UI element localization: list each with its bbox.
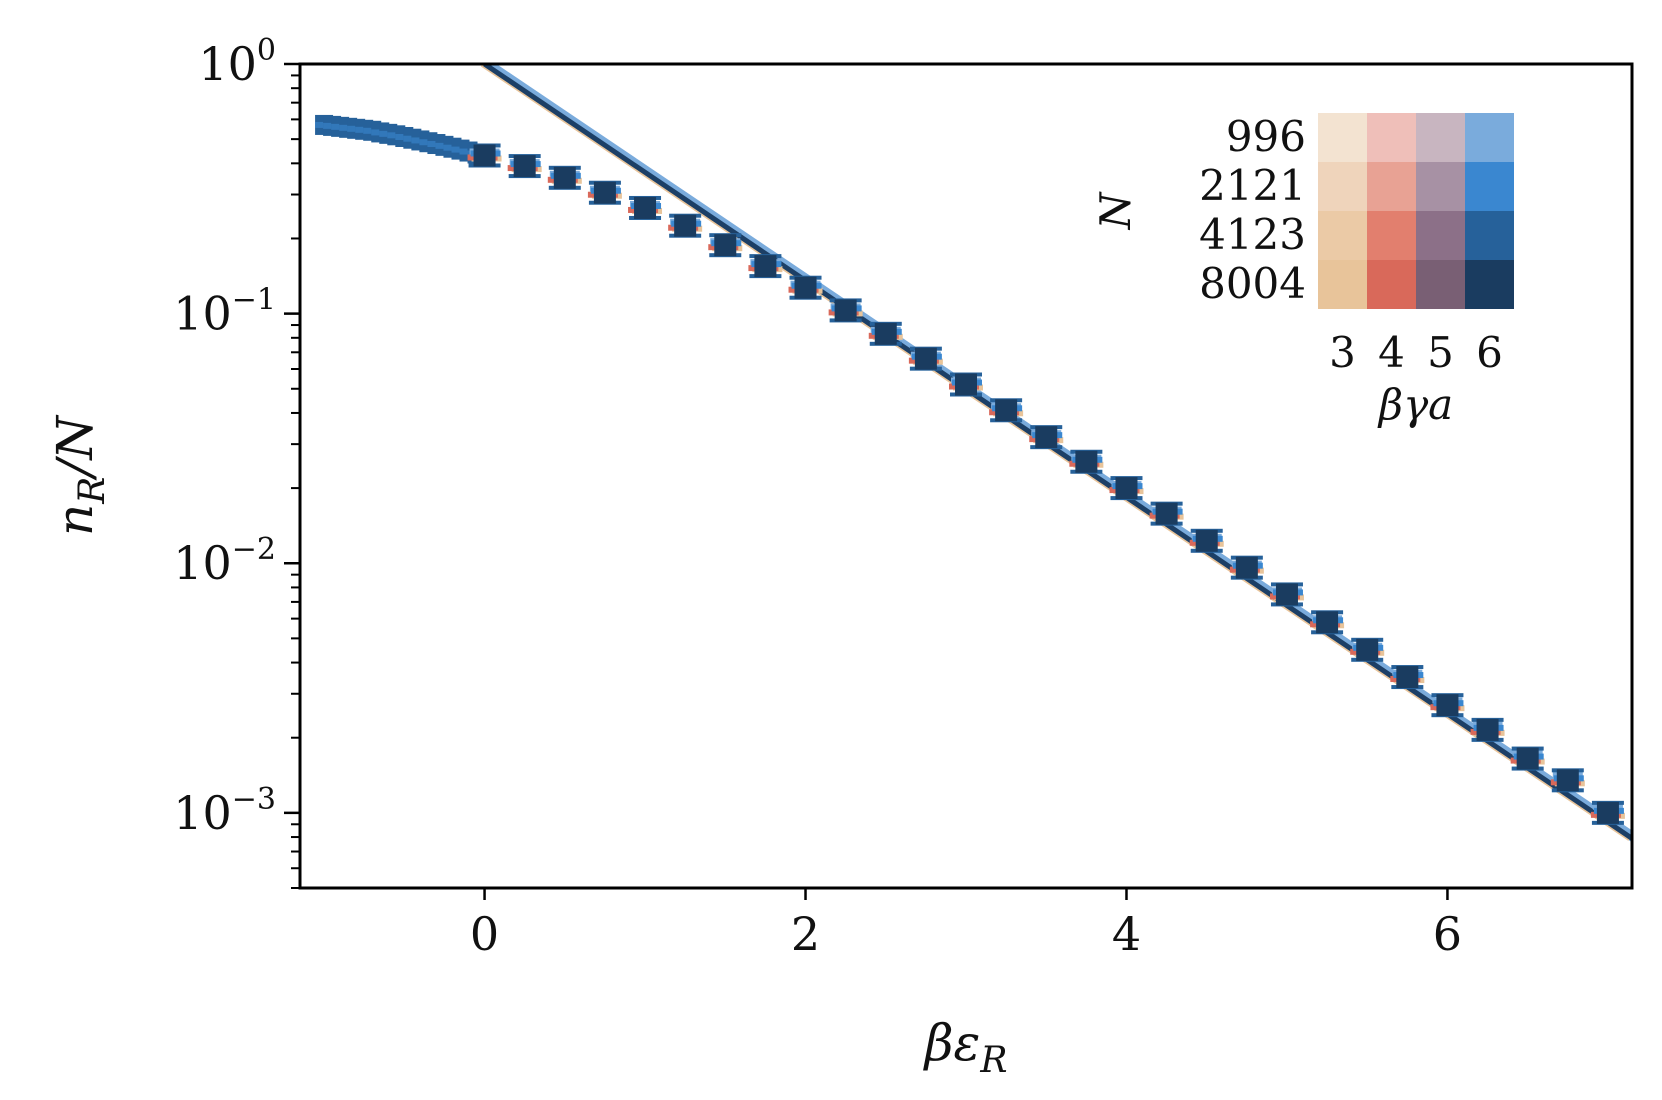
data-point	[587, 180, 622, 205]
data-point	[507, 154, 542, 179]
y-tick-label: 100	[198, 33, 276, 91]
legend-swatch	[1367, 113, 1416, 162]
legend-swatch	[1367, 211, 1416, 260]
legend-swatch	[1465, 162, 1514, 211]
data-point	[1149, 501, 1184, 526]
data-point	[828, 298, 863, 323]
data-point	[1390, 665, 1425, 690]
data-point	[1269, 582, 1304, 607]
legend-row-label: 8004	[1199, 259, 1306, 308]
legend-swatch	[1318, 260, 1367, 309]
legend-col-label: 3	[1329, 328, 1356, 377]
y-axis: 100 10−1 10−2 10−3	[173, 33, 300, 889]
data-point	[949, 372, 983, 397]
y-tick-label: 10−1	[173, 283, 276, 341]
legend-swatch	[1318, 211, 1367, 260]
data-point	[467, 143, 502, 168]
legend-col-title: βγa	[1377, 380, 1453, 429]
legend-row-label: 4123	[1199, 210, 1306, 259]
data-point	[1590, 800, 1625, 825]
data-point	[1470, 717, 1505, 742]
data-point	[748, 254, 783, 279]
x-tick-label: 4	[1112, 907, 1141, 961]
x-tick-label: 0	[470, 907, 499, 961]
legend-swatch	[1318, 162, 1367, 211]
legend-row-label: 996	[1226, 112, 1306, 161]
x-axis: 0 2 4 6	[470, 888, 1462, 961]
data-point	[1069, 449, 1104, 474]
legend-col-label: 4	[1378, 328, 1405, 377]
data-point	[708, 233, 743, 258]
legend-swatch	[1416, 260, 1465, 309]
legend-col-label: 5	[1427, 328, 1454, 377]
legend-swatch	[1416, 211, 1465, 260]
data-point	[1510, 746, 1545, 771]
legend-swatch	[1465, 260, 1514, 309]
legend-row-label: 2121	[1199, 161, 1306, 210]
plot-area	[315, 64, 1632, 843]
data-point	[1430, 693, 1465, 718]
data-point	[1189, 528, 1224, 553]
y-axis-label: nR/N	[46, 414, 113, 536]
data-point	[1350, 637, 1385, 662]
data-point	[1550, 768, 1585, 793]
legend-col-label: 6	[1476, 328, 1503, 377]
legend-swatch	[1416, 162, 1465, 211]
x-tick-label: 6	[1433, 907, 1462, 961]
legend-swatch	[1465, 211, 1514, 260]
data-point	[788, 275, 823, 300]
data-point	[1029, 425, 1064, 450]
data-point	[1109, 476, 1144, 501]
data-point	[547, 165, 582, 190]
legend-swatch	[1416, 113, 1465, 162]
axes-border	[298, 62, 1634, 890]
data-point	[908, 346, 943, 371]
data-point	[989, 398, 1024, 423]
legend-row-title: N	[1091, 191, 1140, 230]
data-point	[668, 213, 703, 238]
x-axis-label: βεR	[923, 1014, 1008, 1081]
data-point	[868, 321, 903, 346]
data-point	[1229, 555, 1264, 580]
y-tick-label: 10−2	[173, 532, 276, 590]
legend-swatch	[1367, 260, 1416, 309]
data-point	[628, 195, 663, 220]
x-tick-label: 2	[791, 907, 820, 961]
legend-swatch	[1318, 113, 1367, 162]
axes-frame	[298, 62, 1634, 890]
data-point	[1310, 610, 1345, 635]
y-tick-label: 10−3	[173, 782, 276, 840]
legend-swatch	[1465, 113, 1514, 162]
legend-swatch	[1367, 162, 1416, 211]
